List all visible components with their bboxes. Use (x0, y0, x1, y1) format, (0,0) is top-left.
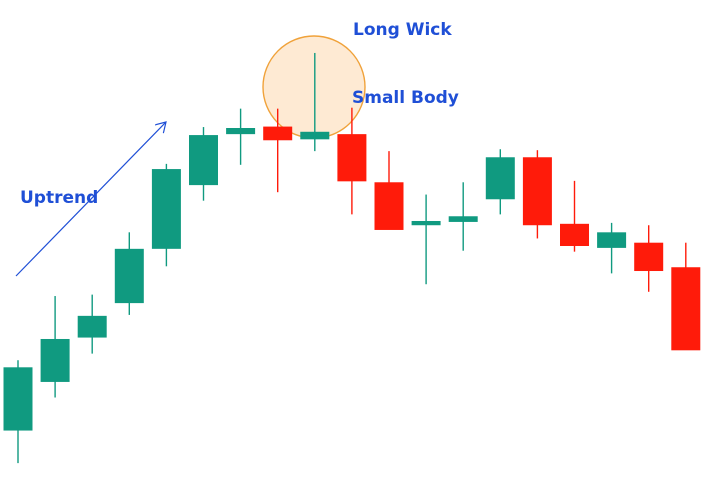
candle-1 (3, 360, 33, 464)
candle-body-bullish (226, 128, 256, 135)
uptrend-label: Uptrend (20, 188, 98, 208)
candles-layer (3, 52, 701, 464)
candle-body-bearish (560, 223, 589, 246)
candle-body-bullish (3, 367, 33, 431)
candle-body-bullish (597, 232, 627, 248)
candle-body-bullish (77, 315, 107, 338)
candle-body-bullish (114, 248, 144, 304)
candle-body-bullish (40, 338, 70, 382)
small-body-label: Small Body (352, 88, 459, 108)
candle-body-bearish (337, 134, 367, 182)
candle-body-bearish (634, 242, 664, 272)
candle-13 (448, 182, 478, 251)
candle-body-bearish (522, 157, 552, 226)
candle-8 (263, 108, 293, 193)
long-wick-label: Long Wick (353, 20, 452, 40)
candle-11 (374, 151, 404, 230)
candle-9 (300, 52, 330, 152)
candle-3 (77, 294, 107, 354)
candle-15 (522, 150, 552, 239)
candle-18 (634, 225, 664, 292)
uptrend-arrow (15, 122, 166, 277)
candle-5 (151, 163, 181, 267)
candle-body-bearish (671, 267, 701, 351)
candle-14 (485, 149, 515, 215)
candle-6 (189, 127, 218, 201)
candle-body-bearish (263, 126, 293, 141)
candle-4 (114, 232, 144, 315)
candle-body-bullish (151, 169, 181, 249)
candle-16 (560, 180, 589, 252)
candle-body-bullish (189, 135, 218, 186)
annotation-layer: Uptrend Long Wick Small Body (15, 20, 459, 277)
candle-7 (226, 108, 256, 165)
candle-body-bullish (485, 157, 515, 200)
candle-body-bullish (300, 131, 330, 140)
candle-12 (411, 194, 441, 285)
candle-10 (337, 107, 367, 215)
candle-body-bullish (448, 216, 478, 222)
candle-19 (671, 242, 701, 351)
candle-body-bullish (411, 220, 441, 226)
candle-2 (40, 296, 70, 398)
candle-body-bearish (374, 182, 404, 230)
candle-17 (597, 222, 627, 274)
